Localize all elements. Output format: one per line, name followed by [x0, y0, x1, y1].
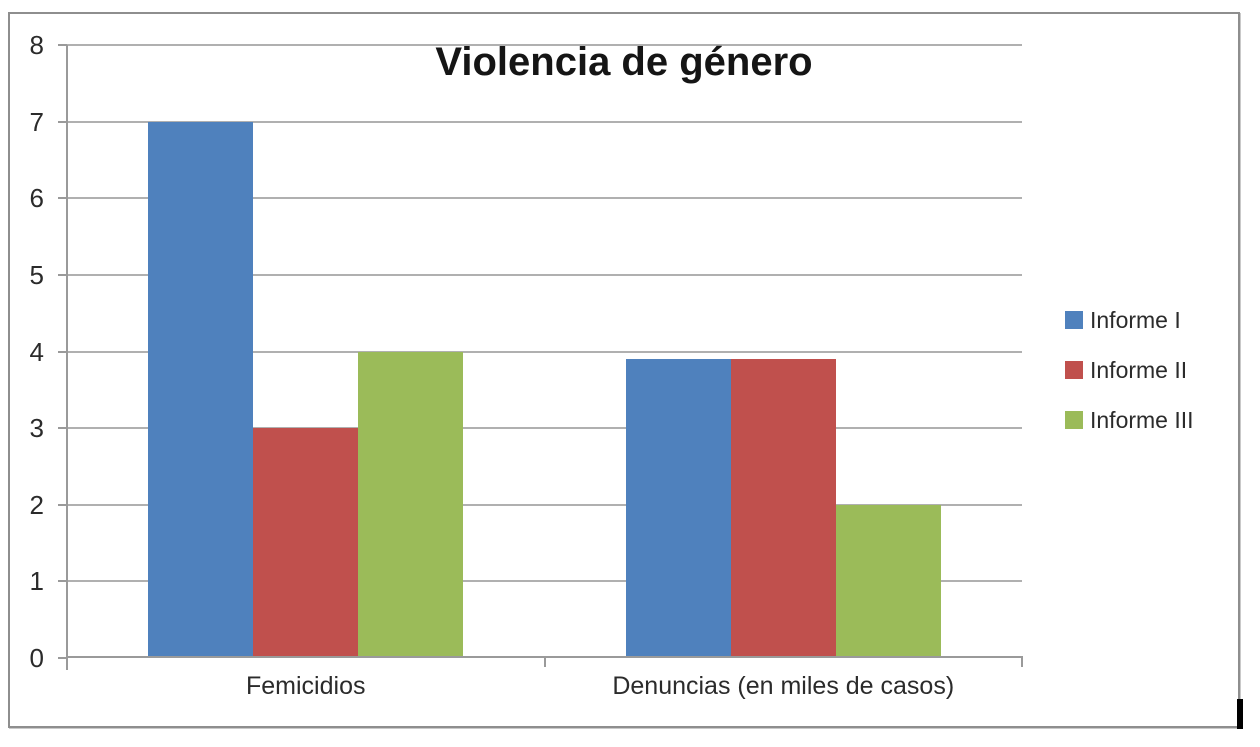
legend-item: Informe I — [1065, 295, 1194, 345]
y-axis-label: 5 — [29, 259, 44, 290]
y-axis-label: 0 — [29, 643, 44, 673]
legend-swatch — [1065, 361, 1083, 379]
legend-swatch — [1065, 411, 1083, 429]
gridline — [67, 197, 1022, 200]
legend-label: Informe III — [1090, 406, 1194, 433]
x-axis-tick — [543, 656, 546, 667]
x-axis-labels: Femicidios Denuncias (en miles de casos) — [67, 672, 1022, 706]
x-axis-label: Femicidios — [246, 672, 366, 700]
legend-label: Informe II — [1090, 356, 1188, 383]
y-axis-label: 8 — [29, 30, 44, 60]
gridline — [67, 350, 1022, 353]
cursor-artifact — [1237, 699, 1243, 729]
chart-title: Violencia de género — [435, 40, 813, 84]
y-axis-label: 3 — [29, 413, 44, 444]
y-axis-tick — [58, 503, 67, 506]
y-axis-label: 7 — [29, 106, 44, 137]
y-axis-tick — [58, 657, 67, 659]
bar-Denuncias (en miles de casos)-Informe III — [835, 504, 941, 658]
bar-Femicidios-Informe II — [253, 428, 359, 658]
y-axis-tick — [58, 350, 67, 353]
y-axis-label: 2 — [29, 489, 44, 520]
y-axis-tick — [58, 197, 67, 200]
gridline — [67, 120, 1022, 123]
y-axis-tick — [58, 427, 67, 430]
y-axis-tick — [58, 273, 67, 276]
x-axis-tick — [1021, 656, 1023, 667]
y-axis-tick — [58, 120, 67, 123]
gridline — [67, 503, 1022, 506]
gridline — [67, 44, 1022, 46]
y-axis-tick — [58, 580, 67, 583]
y-axis-line — [66, 45, 68, 670]
bar-Denuncias (en miles de casos)-Informe I — [625, 359, 731, 658]
y-axis-tick — [58, 44, 67, 46]
legend-item: Informe II — [1065, 345, 1194, 395]
gridline — [67, 273, 1022, 276]
legend-item: Informe III — [1065, 395, 1194, 445]
chart-frame: Violencia de género 0 1 2 3 4 5 6 7 8 Femicidios… — [8, 12, 1240, 728]
y-axis-label: 4 — [29, 336, 44, 367]
legend-swatch — [1065, 311, 1083, 329]
bar-Denuncias (en miles de casos)-Informe II — [730, 359, 836, 658]
legend: Informe I Informe II Informe III — [1065, 295, 1194, 445]
gridline — [67, 580, 1022, 583]
x-axis-label: Denuncias (en miles de casos) — [612, 672, 955, 700]
legend-label: Informe I — [1090, 306, 1181, 333]
plot-area — [58, 44, 1023, 670]
y-axis-label: 1 — [29, 566, 44, 597]
bar-Femicidios-Informe I — [148, 121, 254, 658]
gridline — [67, 427, 1022, 430]
y-axis-label: 6 — [29, 183, 44, 214]
bar-Femicidios-Informe III — [358, 351, 464, 658]
y-axis-labels: 0 1 2 3 4 5 6 7 8 — [14, 30, 44, 673]
x-axis-tick — [66, 656, 68, 667]
